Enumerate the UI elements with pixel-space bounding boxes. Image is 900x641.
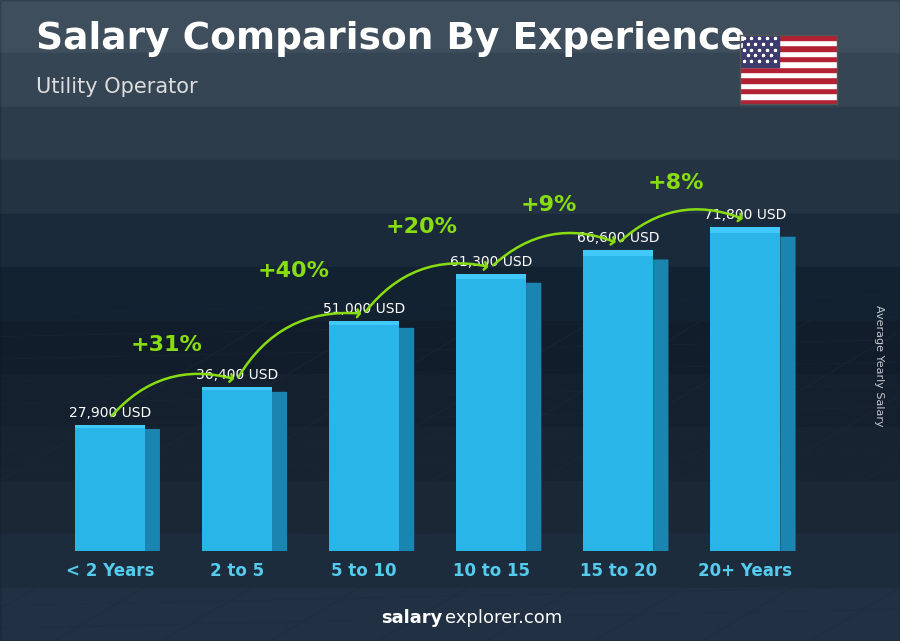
- Bar: [740, 62, 837, 67]
- Bar: [710, 227, 780, 233]
- Polygon shape: [653, 260, 669, 551]
- Text: +9%: +9%: [520, 195, 577, 215]
- Bar: [583, 251, 653, 551]
- Bar: [0, 267, 900, 320]
- Polygon shape: [399, 328, 414, 551]
- Bar: [740, 67, 837, 72]
- Bar: [740, 93, 837, 99]
- Bar: [456, 274, 526, 279]
- Text: +31%: +31%: [131, 335, 202, 355]
- Polygon shape: [526, 283, 541, 551]
- Bar: [583, 251, 653, 256]
- Bar: [456, 274, 526, 551]
- Bar: [0, 481, 900, 534]
- Bar: [0, 160, 900, 213]
- Text: +20%: +20%: [385, 217, 457, 237]
- Bar: [0, 588, 900, 641]
- Text: 71,800 USD: 71,800 USD: [704, 208, 787, 222]
- Bar: [329, 321, 399, 325]
- Bar: [202, 387, 272, 390]
- Text: explorer.com: explorer.com: [445, 609, 562, 627]
- Bar: [740, 88, 837, 93]
- Bar: [710, 227, 780, 551]
- Bar: [202, 387, 272, 551]
- Text: Salary Comparison By Experience: Salary Comparison By Experience: [36, 21, 746, 56]
- Bar: [0, 428, 900, 481]
- Bar: [75, 425, 145, 551]
- Bar: [0, 534, 900, 588]
- Bar: [329, 321, 399, 551]
- Text: Average Yearly Salary: Average Yearly Salary: [874, 304, 885, 426]
- Bar: [740, 56, 837, 62]
- Bar: [740, 40, 837, 46]
- Text: 27,900 USD: 27,900 USD: [68, 406, 151, 420]
- Bar: [740, 83, 837, 88]
- Bar: [0, 374, 900, 428]
- Bar: [740, 51, 837, 56]
- Bar: [0, 53, 900, 107]
- Text: 66,600 USD: 66,600 USD: [577, 231, 660, 246]
- Text: 61,300 USD: 61,300 USD: [450, 255, 532, 269]
- Polygon shape: [780, 237, 796, 551]
- Bar: [740, 35, 778, 67]
- Text: +40%: +40%: [258, 261, 330, 281]
- Bar: [0, 107, 900, 160]
- Bar: [740, 35, 837, 40]
- Bar: [740, 77, 837, 83]
- Text: salary: salary: [382, 609, 443, 627]
- Bar: [740, 72, 837, 77]
- Bar: [0, 320, 900, 374]
- Text: 36,400 USD: 36,400 USD: [195, 368, 278, 381]
- Polygon shape: [145, 429, 160, 551]
- Bar: [740, 46, 837, 51]
- Bar: [0, 213, 900, 267]
- Bar: [75, 425, 145, 428]
- Text: Utility Operator: Utility Operator: [36, 77, 198, 97]
- Bar: [0, 0, 900, 53]
- Bar: [740, 99, 837, 104]
- Polygon shape: [272, 392, 287, 551]
- Text: +8%: +8%: [647, 173, 704, 193]
- Text: 51,000 USD: 51,000 USD: [323, 302, 405, 316]
